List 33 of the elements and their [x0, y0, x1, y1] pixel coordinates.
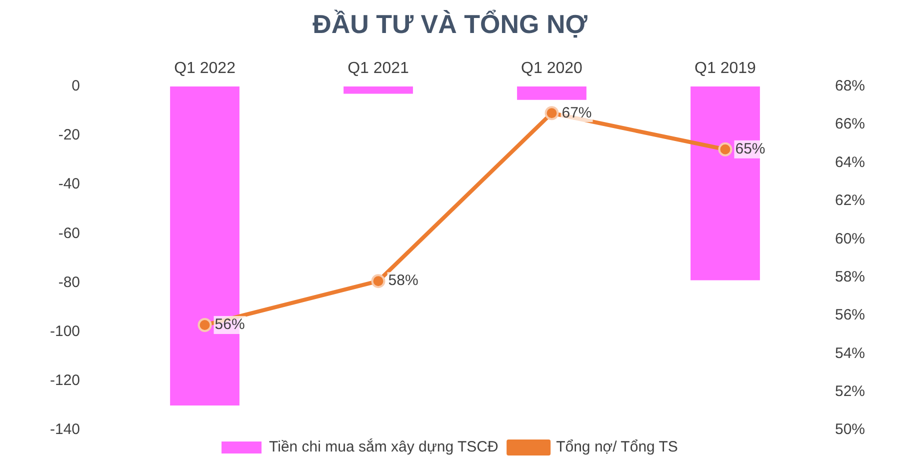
y2-tick-label: 58%	[834, 268, 866, 286]
point	[544, 106, 559, 120]
y2-tick-label: 54%	[834, 344, 866, 362]
x-tick-label: Q1 2020	[521, 60, 583, 78]
x-tick-label: Q1 2021	[348, 60, 410, 78]
x-tick-label: Q1 2022	[174, 60, 236, 78]
y-tick-label: -100	[50, 322, 80, 340]
y-tick-label: -120	[50, 372, 80, 390]
y-tick-label: -40	[58, 176, 80, 193]
y2-tick-label: 64%	[834, 154, 866, 171]
y-tick-label: -20	[58, 126, 80, 144]
point	[371, 274, 386, 288]
y2-tick-label: 68%	[834, 78, 866, 95]
y-tick-label: -80	[58, 274, 80, 291]
y2-tick-label: 50%	[834, 421, 866, 438]
y2-tick-label: 60%	[834, 230, 866, 248]
data-label: 67%	[562, 104, 592, 122]
y-tick-label: -140	[50, 421, 80, 438]
x-tick-label: Q1 2019	[694, 60, 756, 78]
legend-label: Tiền chi mua sắm xây dựng TSCĐ	[269, 438, 498, 456]
data-label: 65%	[735, 140, 766, 158]
y-tick-label: -60	[58, 224, 80, 242]
y2-tick-label: 56%	[834, 306, 866, 324]
point	[198, 318, 212, 332]
y2-tick-label: 66%	[834, 116, 866, 133]
data-label: 56%	[214, 316, 245, 334]
data-label: 58%	[388, 272, 418, 290]
legend-label: Tổng nợ/ Tổng TS	[556, 438, 678, 456]
point	[718, 142, 732, 156]
chart-title: ĐẦU TƯ VÀ TỔNG NỢ	[312, 8, 588, 39]
y2-tick-label: 52%	[834, 382, 866, 400]
y2-tick-label: 62%	[834, 192, 866, 210]
y-tick-label: 0	[72, 78, 80, 95]
